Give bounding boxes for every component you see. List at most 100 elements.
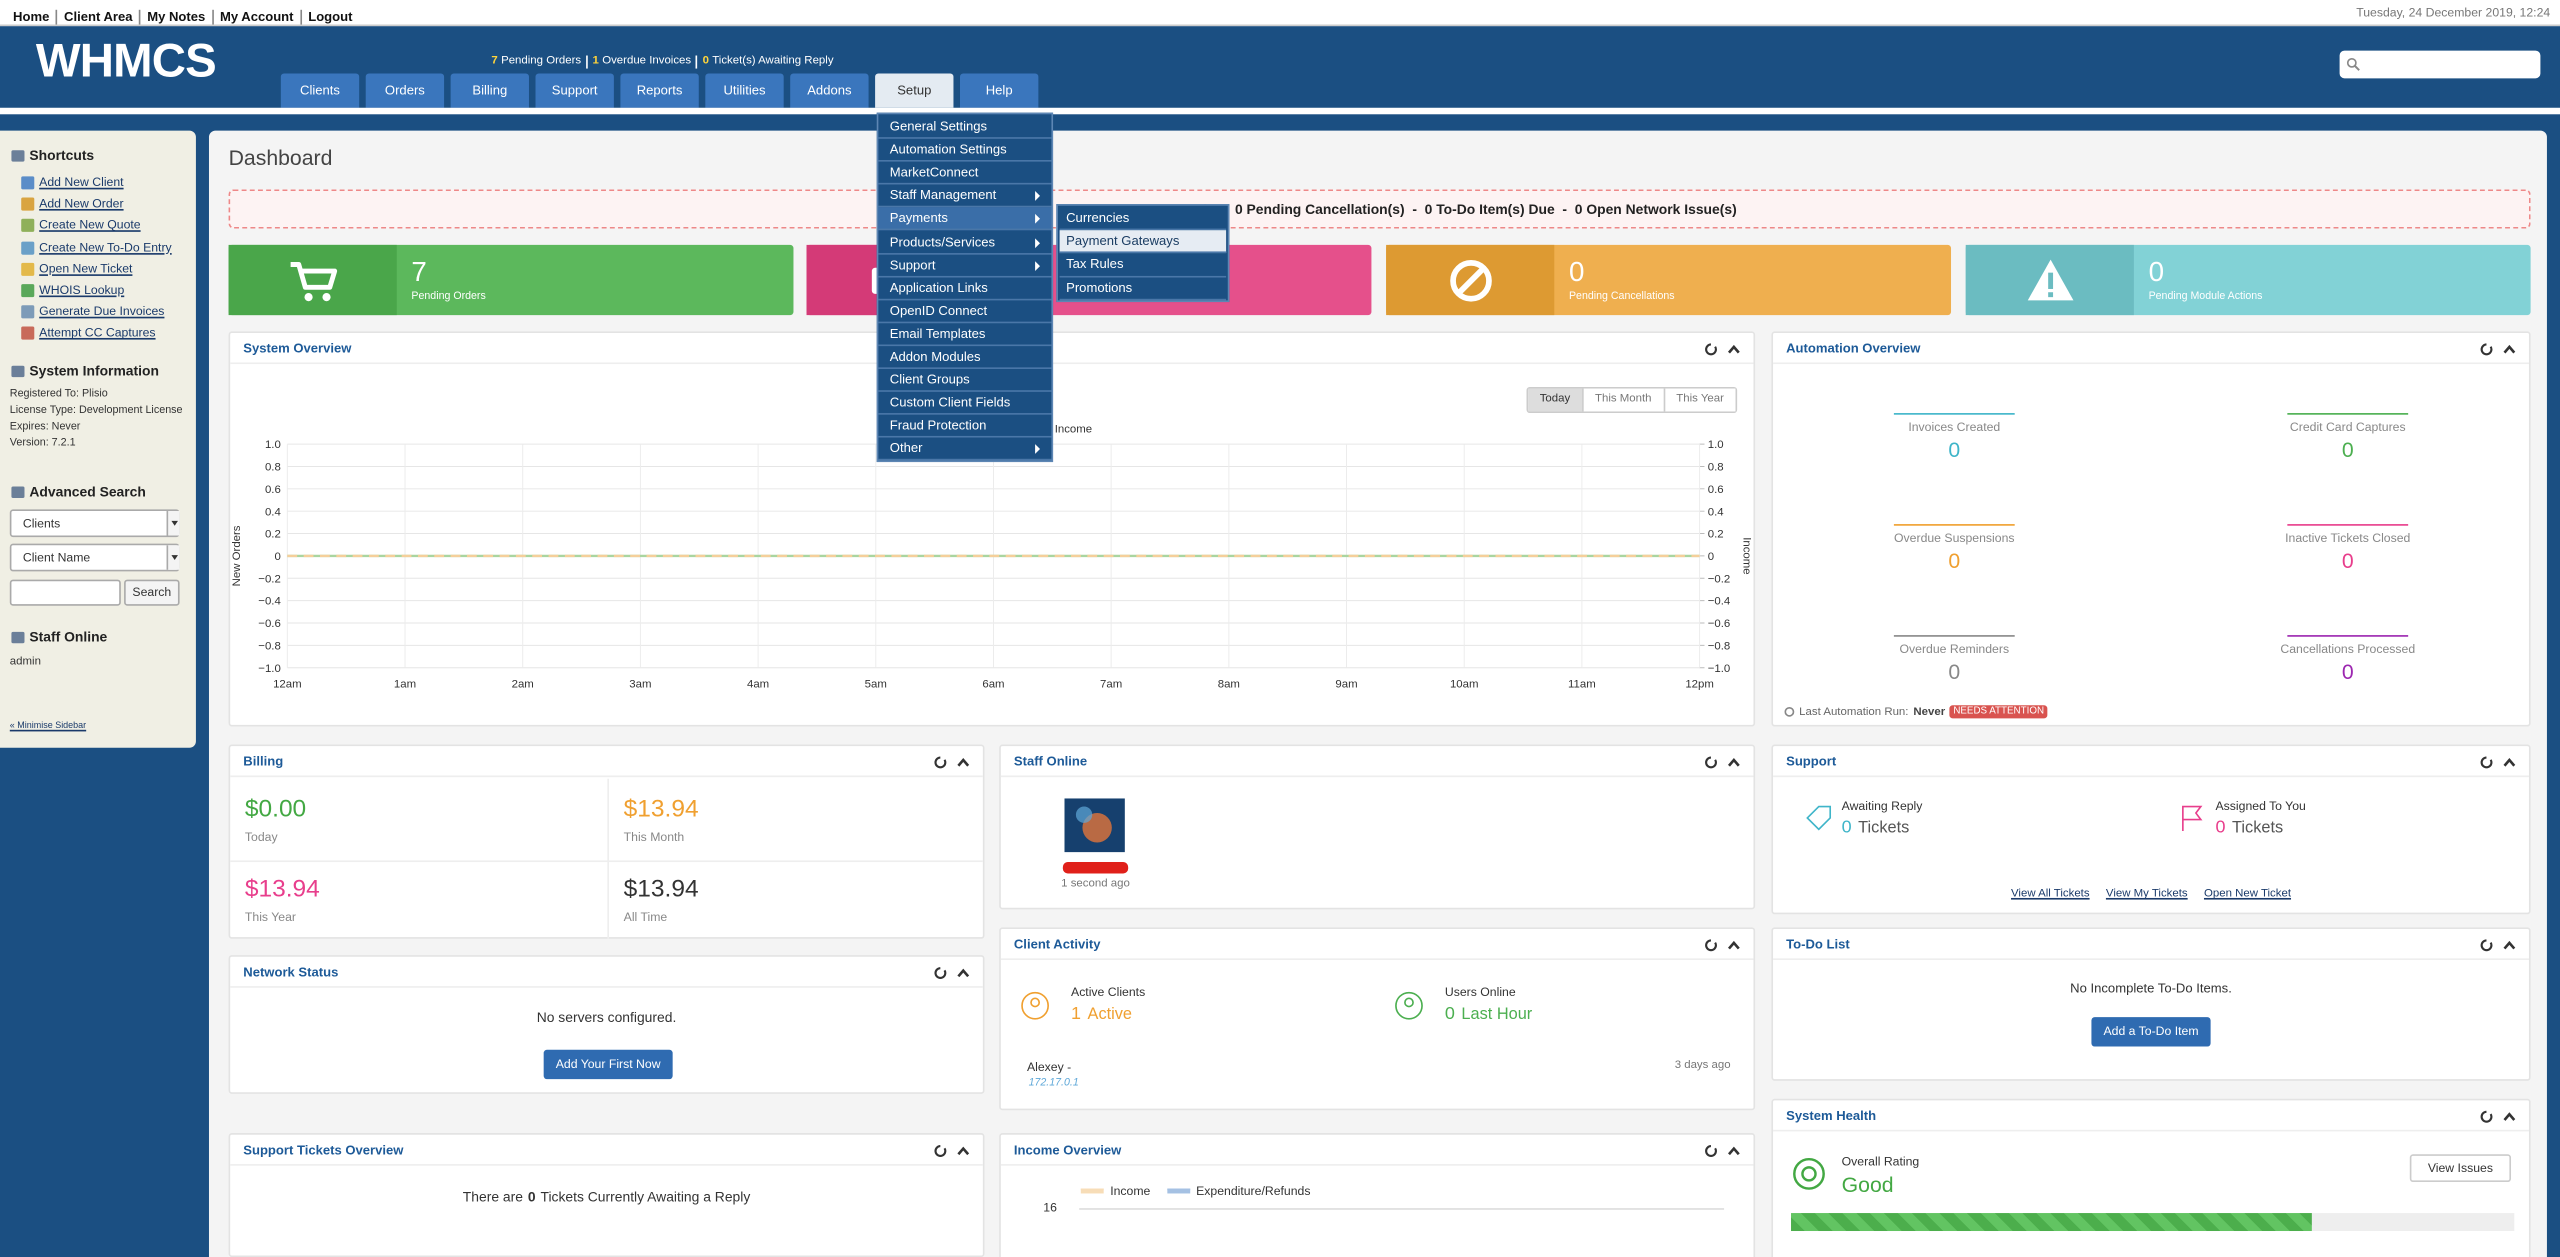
menu-item[interactable]: Payments: [878, 207, 1052, 231]
panel-tools[interactable]: [1704, 341, 1743, 357]
panel-tool-icons: [2480, 939, 2516, 952]
menu-item[interactable]: Application Links: [878, 277, 1052, 301]
menu-item[interactable]: Fraud Protection: [878, 415, 1052, 439]
panel-tools[interactable]: [2480, 341, 2519, 357]
period-button[interactable]: This Month: [1581, 388, 1664, 412]
nav-tab[interactable]: Setup: [875, 73, 954, 108]
panel: Client Activity Active Clients 1 Active User…: [999, 927, 1756, 1111]
nav-tab[interactable]: Help: [959, 73, 1039, 108]
notice-label[interactable]: Pending Orders: [501, 55, 582, 67]
panel-tool-icons: [1705, 756, 1740, 769]
search-select[interactable]: Client Name: [9, 543, 180, 572]
panel: Staff Online 1 second ago: [999, 744, 1756, 910]
automation-line: [2287, 635, 2409, 637]
collapse-icon: [2503, 757, 2516, 767]
search-select[interactable]: Clients: [9, 509, 180, 538]
stat-tile[interactable]: 0 Pending Cancellations: [1386, 244, 1952, 316]
automation-label: Cancellations Processed: [2280, 641, 2416, 657]
stat-tile[interactable]: 7 Pending Orders: [228, 244, 794, 316]
shortcut-link[interactable]: Generate Due Invoices: [39, 303, 165, 319]
section-icon: [11, 150, 25, 162]
panel-tool-icons: [2480, 343, 2516, 356]
submenu-item[interactable]: Payment Gateways: [1059, 230, 1227, 254]
top-link[interactable]: Client Area: [55, 9, 139, 25]
panel-title: Support: [1786, 754, 1837, 769]
nav-tab[interactable]: Support: [535, 73, 614, 108]
period-button[interactable]: This Year: [1663, 388, 1736, 412]
panel-title: Client Activity: [1013, 937, 1101, 952]
menu-item[interactable]: General Settings: [878, 116, 1052, 139]
top-link[interactable]: My Account: [211, 9, 300, 25]
notice-label[interactable]: Overdue Invoices: [602, 55, 692, 67]
menu-item[interactable]: Addon Modules: [878, 346, 1052, 370]
menu-item[interactable]: Support: [878, 254, 1052, 278]
nav-tab[interactable]: Addons: [790, 73, 869, 108]
submenu-item[interactable]: Tax Rules: [1059, 254, 1227, 277]
panel-tools[interactable]: [2480, 754, 2519, 770]
stat-tile[interactable]: 0 Pending Module Actions: [1965, 244, 2531, 316]
section-icon: [11, 486, 25, 498]
menu-item[interactable]: Client Groups: [878, 369, 1052, 393]
panel-tools[interactable]: [2480, 937, 2519, 953]
y2-tick-label: 0.2: [1708, 529, 1724, 541]
search-input[interactable]: [9, 579, 121, 606]
notice-label[interactable]: Ticket(s) Awaiting Reply: [712, 55, 834, 67]
period-button[interactable]: Today: [1528, 388, 1582, 412]
recent-client[interactable]: Alexey -: [1026, 1059, 1072, 1075]
nav-tab[interactable]: Clients: [280, 73, 360, 108]
period-buttons: Today This Month This Year: [1526, 386, 1738, 414]
menu-item[interactable]: OpenID Connect: [878, 300, 1052, 324]
menu-item[interactable]: Custom Client Fields: [878, 392, 1052, 416]
shortcut-link[interactable]: Open New Ticket: [39, 260, 133, 276]
menu-item[interactable]: Other: [878, 438, 1052, 462]
menu-item[interactable]: Email Templates: [878, 323, 1052, 347]
refresh-icon: [1705, 939, 1717, 952]
refresh-icon: [2480, 343, 2493, 356]
support-link[interactable]: View All Tickets: [2011, 888, 2090, 900]
shortcut-link[interactable]: WHOIS Lookup: [39, 282, 125, 298]
billing-amount: $13.94: [623, 875, 699, 903]
system-info: Registered To: Plisio License Type: Devel…: [10, 387, 193, 452]
shortcut-link[interactable]: Create New Quote: [39, 217, 141, 233]
shortcut-link[interactable]: Attempt CC Captures: [39, 325, 156, 341]
top-link[interactable]: Logout: [300, 9, 359, 25]
shortcut-link[interactable]: Add New Order: [39, 196, 124, 211]
warning-bar: [2048, 272, 2054, 289]
top-link[interactable]: My Notes: [139, 9, 212, 25]
panel-tools[interactable]: [1704, 754, 1743, 770]
panel-tools[interactable]: [934, 1143, 973, 1159]
menu-item[interactable]: Products/Services: [878, 231, 1052, 255]
menu-item[interactable]: Staff Management: [878, 185, 1052, 208]
section-title: Advanced Search: [29, 483, 146, 500]
support-link[interactable]: View My Tickets: [2105, 888, 2188, 900]
panel-tools[interactable]: [934, 754, 973, 770]
menu-item[interactable]: MarketConnect: [878, 162, 1052, 185]
shortcut-link[interactable]: Add New Client: [39, 174, 124, 190]
support-link[interactable]: Open New Ticket: [2203, 888, 2292, 900]
search-box[interactable]: [2339, 50, 2541, 79]
collapse-icon: [957, 757, 970, 767]
panel-header: Network Status: [230, 957, 983, 988]
network-button[interactable]: Add Your First Now: [543, 1049, 673, 1080]
minimise-sidebar[interactable]: « Minimise Sidebar: [9, 721, 87, 732]
panel-tools[interactable]: [934, 965, 973, 981]
todo-button[interactable]: Add a To-Do Item: [2091, 1017, 2211, 1047]
panel-tools[interactable]: [1704, 1143, 1743, 1159]
nav-tab[interactable]: Reports: [620, 73, 699, 108]
panel-tools[interactable]: [2480, 1109, 2519, 1125]
top-link[interactable]: Home: [13, 9, 50, 25]
submenu-item[interactable]: Promotions: [1059, 277, 1227, 301]
panel-tools[interactable]: [1704, 937, 1743, 953]
select-arrow: [166, 545, 180, 570]
refresh-icon: [934, 1145, 947, 1157]
view-issues-button[interactable]: View Issues: [2409, 1154, 2512, 1183]
nav-tab[interactable]: Orders: [365, 73, 445, 108]
search-button[interactable]: Search: [124, 579, 180, 606]
nav-tab[interactable]: Utilities: [705, 73, 784, 108]
legend-swatch: [1080, 1188, 1104, 1194]
submenu-item[interactable]: Currencies: [1059, 207, 1227, 231]
menu-item[interactable]: Automation Settings: [878, 139, 1052, 162]
shortcut-link[interactable]: Create New To-Do Entry: [39, 239, 172, 255]
refresh-icon: [934, 967, 947, 980]
nav-tab[interactable]: Billing: [450, 73, 529, 108]
